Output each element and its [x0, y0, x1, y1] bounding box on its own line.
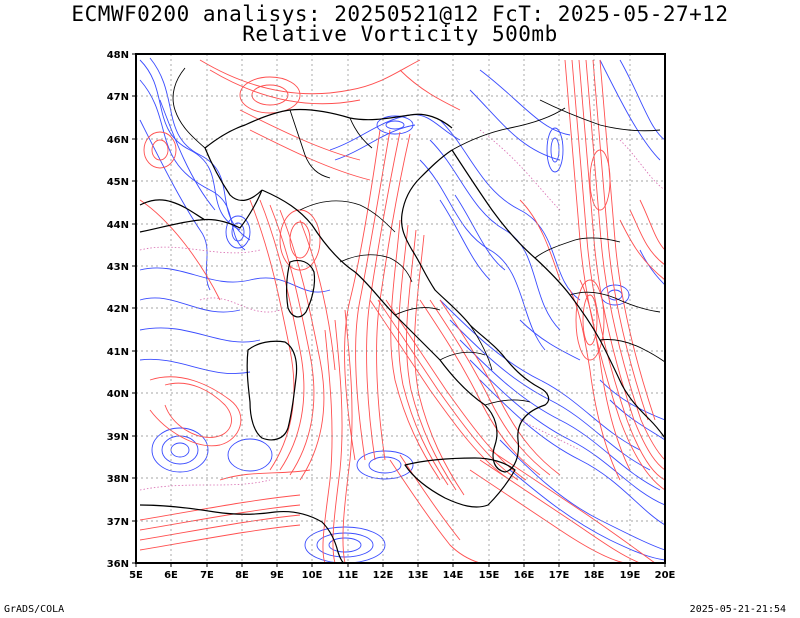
lon-label: 9E: [270, 570, 284, 581]
lon-label: 12E: [373, 570, 394, 581]
lat-label: 44N: [107, 220, 129, 231]
contour-field: [136, 54, 665, 563]
lon-label: 17E: [549, 570, 570, 581]
lon-label: 10E: [302, 570, 323, 581]
lon-axis-labels: 5E 6E 7E 8E 9E 10E 11E 12E 13E 14E 15E 1…: [129, 570, 675, 581]
lon-label: 15E: [479, 570, 500, 581]
lat-label: 37N: [107, 517, 129, 528]
lon-label: 11E: [338, 570, 359, 581]
lon-label: 5E: [129, 570, 143, 581]
lon-label: 6E: [164, 570, 178, 581]
zero-contours: [139, 129, 665, 491]
lon-label: 8E: [235, 570, 249, 581]
lat-label: 48N: [107, 50, 129, 61]
lon-label: 19E: [620, 570, 641, 581]
coastlines: [139, 67, 665, 563]
lat-label: 46N: [107, 135, 129, 146]
lat-label: 36N: [107, 559, 129, 570]
render-timestamp: 2025-05-21-21:54: [689, 604, 786, 615]
lon-label: 14E: [443, 570, 464, 581]
lon-label: 20E: [655, 570, 676, 581]
software-credit: GrADS/COLA: [4, 604, 65, 615]
lon-label: 18E: [584, 570, 605, 581]
lat-label: 38N: [107, 474, 129, 485]
lat-axis-labels: 48N 47N 46N 45N 44N 43N 42N 41N 40N 39N …: [107, 50, 129, 570]
map-title-line2: Relative Vorticity 500mb: [242, 22, 558, 46]
lat-label: 43N: [107, 262, 129, 273]
lon-label: 13E: [408, 570, 429, 581]
lon-label: 16E: [514, 570, 535, 581]
lat-label: 42N: [107, 304, 129, 315]
lat-label: 45N: [107, 177, 129, 188]
lat-label: 47N: [107, 92, 129, 103]
lon-label: 7E: [200, 570, 214, 581]
lat-label: 40N: [107, 389, 129, 400]
lat-lon-grid: [136, 54, 665, 563]
plot-frame: [135, 53, 666, 564]
lat-label: 39N: [107, 432, 129, 443]
negative-vorticity-contours: [139, 57, 665, 563]
lat-label: 41N: [107, 347, 129, 358]
positive-vorticity-contours: [139, 59, 665, 563]
map-title-line1: ECMWF0200 analisys: 20250521@12 FcT: 202…: [71, 2, 729, 26]
tick-marks: [132, 53, 666, 567]
